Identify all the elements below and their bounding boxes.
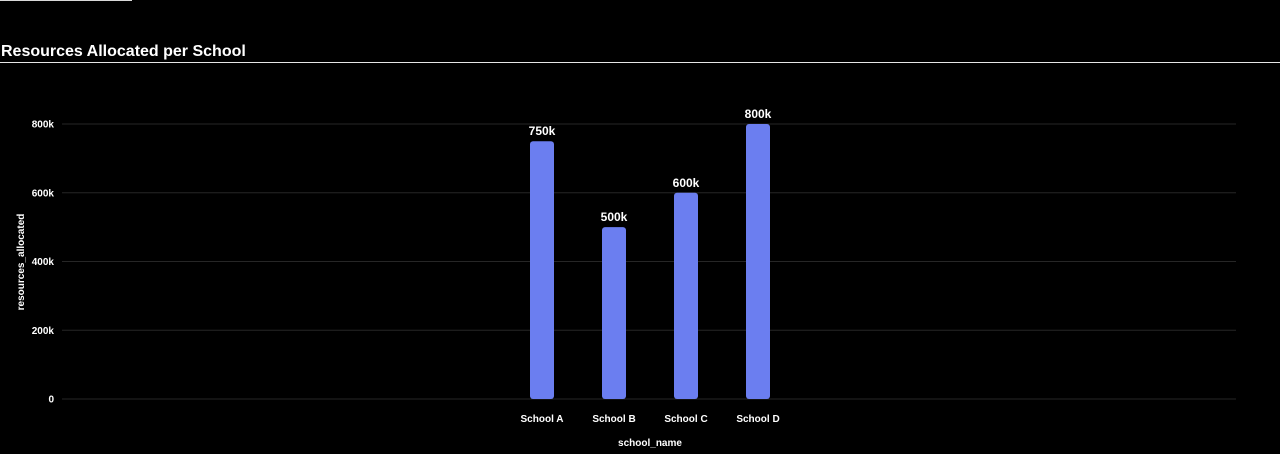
header-underline — [0, 0, 132, 1]
y-tick-label: 400k — [32, 257, 55, 268]
x-tick-label: School B — [592, 414, 635, 425]
bar-value-label: 600k — [673, 176, 700, 190]
y-tick-label: 800k — [32, 120, 55, 131]
x-tick-label: School D — [736, 414, 779, 425]
bar-school-a[interactable] — [530, 141, 554, 399]
bar-value-label: 750k — [529, 124, 556, 138]
x-tick-label: School C — [664, 414, 707, 425]
x-axis-ticks: School A School B School C School D — [521, 414, 780, 425]
x-axis-title: school_name — [618, 438, 682, 449]
chart-title: Resources Allocated per School — [1, 43, 246, 60]
title-divider — [0, 62, 1280, 63]
y-axis-ticks: 0 200k 400k 600k 800k — [32, 120, 55, 406]
bar-value-label: 500k — [601, 210, 628, 224]
data-labels: 750k 500k 600k 800k — [529, 107, 772, 224]
y-tick-label: 600k — [32, 188, 55, 199]
x-tick-label: School A — [521, 414, 564, 425]
y-tick-label: 0 — [48, 395, 54, 406]
y-axis-title: resources_allocated — [16, 214, 27, 311]
gridlines — [62, 123, 1236, 400]
bar-school-c[interactable] — [674, 192, 698, 399]
bar-school-d[interactable] — [746, 124, 770, 399]
bar-school-b[interactable] — [602, 227, 626, 399]
bar-value-label: 800k — [745, 107, 772, 121]
bars — [530, 124, 770, 399]
y-tick-label: 200k — [32, 326, 55, 337]
